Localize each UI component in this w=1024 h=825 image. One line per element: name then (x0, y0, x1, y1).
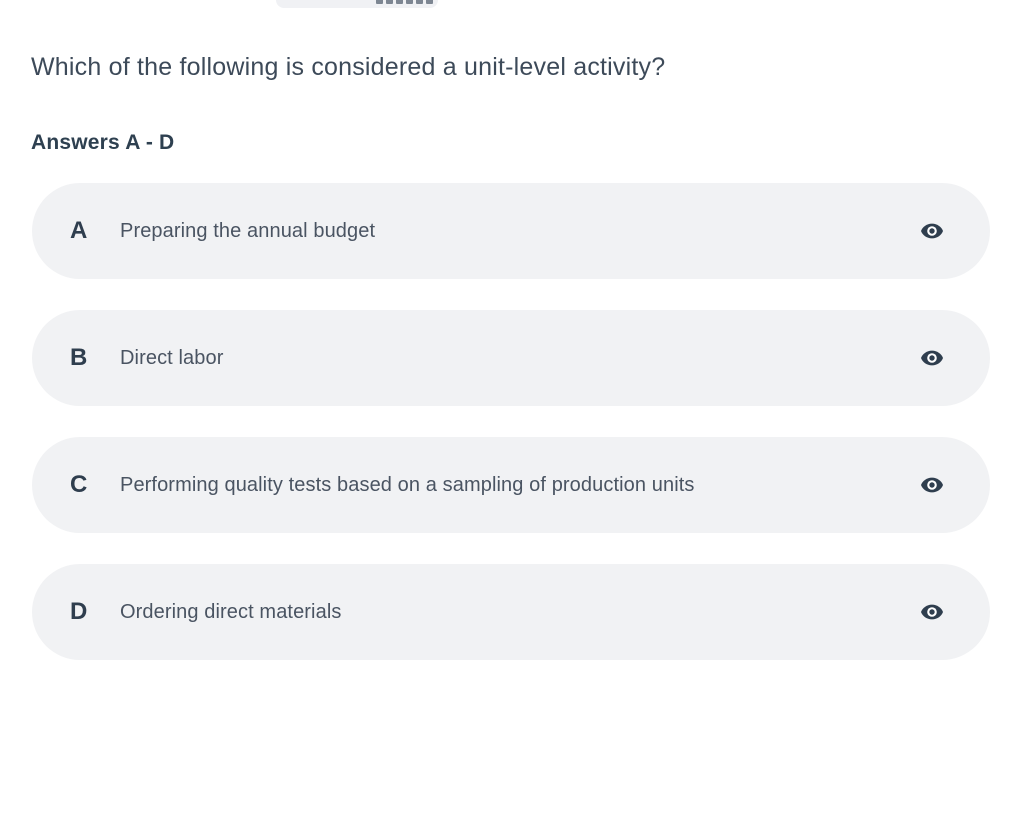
eye-icon (917, 473, 947, 497)
answer-row-b[interactable]: B Direct labor (32, 310, 990, 406)
answer-letter: D (70, 598, 88, 625)
answer-text: Ordering direct materials (120, 600, 342, 623)
eye-icon (917, 346, 947, 370)
eye-icon (917, 600, 947, 624)
answer-row-d[interactable]: D Ordering direct materials (32, 564, 990, 660)
cropped-top-bar (276, 0, 438, 8)
answers-range-header: Answers A - D (31, 131, 175, 154)
reveal-answer-button[interactable] (917, 473, 947, 497)
reveal-answer-button[interactable] (917, 346, 947, 370)
cropped-text-fragment (376, 0, 433, 4)
answer-letter: A (70, 217, 88, 244)
answer-text: Preparing the annual budget (120, 219, 376, 242)
answer-text: Performing quality tests based on a samp… (120, 473, 695, 496)
answers-list: A Preparing the annual budget B Direct l… (32, 183, 990, 660)
eye-icon (917, 219, 947, 243)
answer-row-c[interactable]: C Performing quality tests based on a sa… (32, 437, 990, 533)
answer-text: Direct labor (120, 346, 224, 369)
answer-letter: C (70, 471, 88, 498)
answer-letter: B (70, 344, 88, 371)
answer-row-a[interactable]: A Preparing the annual budget (32, 183, 990, 279)
reveal-answer-button[interactable] (917, 600, 947, 624)
reveal-answer-button[interactable] (917, 219, 947, 243)
question-text: Which of the following is considered a u… (31, 53, 666, 81)
